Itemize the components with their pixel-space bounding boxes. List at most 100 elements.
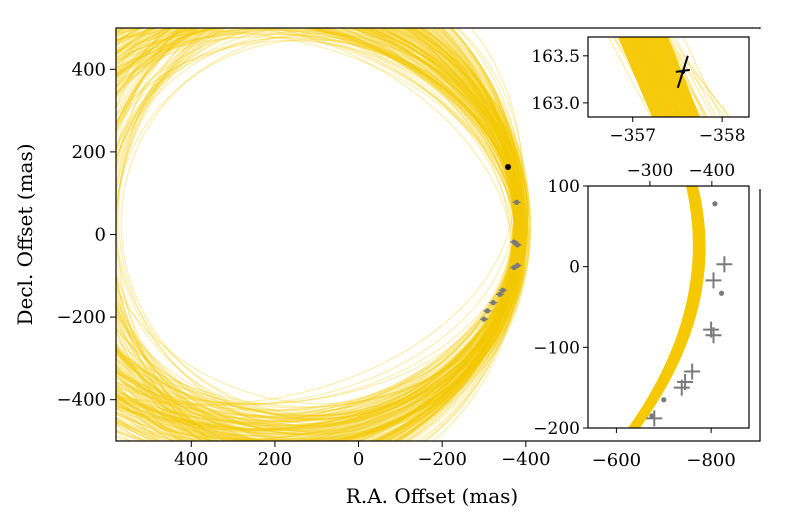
orbit-track	[116, 28, 519, 441]
orbit-track	[116, 28, 523, 441]
orbit-track	[116, 28, 525, 441]
orbit-track	[116, 28, 518, 421]
observation-points	[480, 199, 522, 322]
zoom-orbit-track	[636, 37, 689, 117]
y-tick-label: 163.5	[531, 47, 580, 67]
orbit-track	[116, 28, 526, 436]
orbit-track	[116, 28, 515, 441]
arc-orbit-band	[628, 186, 706, 428]
orbit-track	[116, 28, 522, 441]
orbit-track	[116, 28, 523, 441]
orbit-track	[116, 28, 526, 441]
orbit-track	[116, 28, 517, 435]
zoom-orbit-track	[682, 37, 722, 117]
orbit-track	[116, 28, 524, 441]
orbit-track	[116, 28, 524, 441]
orbit-track	[116, 28, 527, 420]
orbit-track	[116, 28, 519, 441]
observation-point	[712, 201, 718, 207]
orbit-track	[116, 28, 515, 406]
orbit-track	[116, 28, 520, 425]
orbit-track	[116, 28, 525, 441]
x-tick-label: −800	[686, 450, 735, 471]
zoom-orbit-track	[628, 37, 692, 117]
orbit-track	[116, 28, 526, 426]
orbit-track	[116, 28, 520, 441]
arc-orbit-tracks	[628, 186, 706, 428]
orbit-track	[116, 28, 527, 441]
orbit-track	[116, 28, 529, 441]
zoom-orbit-band	[618, 37, 700, 117]
orbit-track	[116, 28, 521, 441]
orbit-track	[116, 28, 515, 415]
inset-arc-panel: 100 0 −100 −200 −300 −400 −600 −800	[532, 152, 751, 471]
orbit-track	[116, 28, 526, 435]
main-panel: 400 200 0 −200 −400 400 200 0 −200 −400 R.A. Offse…	[13, 27, 761, 508]
orbit-track	[116, 28, 517, 428]
orbit-track	[116, 28, 524, 428]
orbit-track	[116, 28, 526, 441]
zoom-orbit-track	[634, 37, 682, 117]
y-tick-label: −200	[533, 419, 580, 439]
orbit-track	[116, 28, 520, 441]
orbit-track	[116, 28, 512, 438]
orbit-track	[116, 28, 522, 434]
zoom-orbit-track	[674, 37, 717, 117]
orbit-track	[116, 28, 515, 441]
orbit-track	[116, 28, 529, 441]
orbit-track	[116, 28, 529, 427]
orbit-track	[116, 29, 525, 430]
orbit-track	[116, 28, 526, 417]
inset-background	[532, 152, 751, 430]
orbit-track	[116, 28, 524, 432]
orbit-track	[116, 28, 528, 437]
orbit-track	[116, 28, 519, 441]
orbit-track	[116, 28, 530, 441]
orbit-track	[116, 28, 521, 441]
orbit-track	[116, 28, 517, 441]
orbit-track	[116, 28, 522, 441]
orbit-track	[116, 28, 516, 441]
orbit-track	[116, 28, 522, 441]
y-tick-label: 163.0	[531, 94, 580, 114]
orbit-track	[116, 28, 521, 417]
orbit-track	[116, 28, 519, 429]
orbit-track	[116, 28, 516, 441]
y-tick-label: −100	[533, 338, 580, 358]
orbit-track	[116, 28, 518, 412]
orbit-track	[116, 28, 529, 433]
orbit-track	[116, 28, 515, 437]
orbit-track	[116, 28, 519, 441]
orbit-track	[116, 28, 526, 441]
orbit-track	[116, 28, 529, 441]
orbit-track	[116, 28, 524, 441]
x-tick-label: 200	[258, 449, 292, 470]
orbit-track	[116, 28, 523, 441]
orbit-track	[116, 28, 525, 441]
orbit-track	[116, 28, 519, 419]
orbit-track	[116, 28, 526, 441]
orbit-track	[116, 28, 524, 441]
orbit-track	[116, 28, 515, 421]
orbit-track	[116, 28, 520, 441]
orbit-track	[116, 28, 516, 427]
zoom-orbit-track	[667, 37, 706, 117]
y-tick-label: −400	[57, 390, 106, 411]
orbit-track	[116, 28, 520, 431]
orbit-track	[116, 28, 527, 441]
orbit-track	[116, 28, 526, 441]
zoom-orbit-track	[634, 37, 695, 117]
orbit-track	[116, 28, 529, 441]
orbit-track	[116, 28, 516, 441]
orbit-track	[116, 28, 524, 441]
orbit-track	[116, 28, 524, 441]
orbit-track	[116, 28, 530, 441]
orbit-track	[116, 28, 528, 405]
zoom-orbit-track	[666, 37, 708, 117]
orbit-track	[116, 28, 524, 441]
observation-point	[649, 413, 655, 419]
y-tick-label: 100	[548, 177, 580, 197]
orbit-track	[116, 31, 520, 431]
orbit-track	[116, 28, 514, 441]
orbit-track	[116, 28, 531, 441]
